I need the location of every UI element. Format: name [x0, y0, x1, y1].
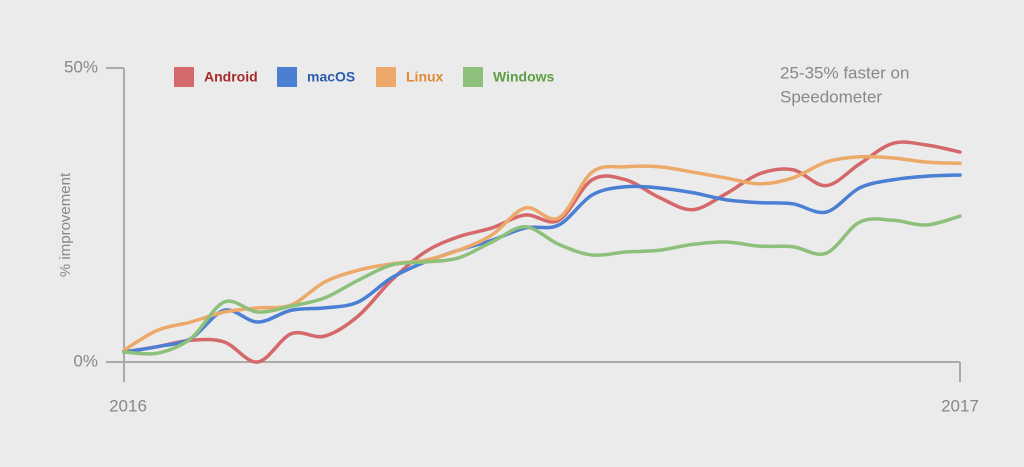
series-line [122, 214, 962, 356]
legend-label: Linux [406, 69, 444, 85]
legend-swatch [376, 67, 396, 87]
annotation: Speedometer [780, 87, 882, 106]
series-line [122, 173, 962, 354]
series-line [122, 154, 962, 352]
x-tick-label: 2016 [109, 396, 147, 415]
legend-swatch [277, 67, 297, 87]
legend-label: Android [204, 69, 258, 85]
y-tick-label: 50% [64, 57, 98, 76]
legend-label: Windows [493, 69, 555, 85]
y-axis-label: % improvement [57, 172, 74, 277]
legend-label: macOS [307, 69, 355, 85]
legend-swatch [174, 67, 194, 87]
annotation: 25-35% faster on [780, 63, 909, 82]
y-tick-label: 0% [73, 351, 98, 370]
x-tick-label: 2017 [941, 396, 979, 415]
series-line [122, 140, 962, 364]
legend-swatch [463, 67, 483, 87]
